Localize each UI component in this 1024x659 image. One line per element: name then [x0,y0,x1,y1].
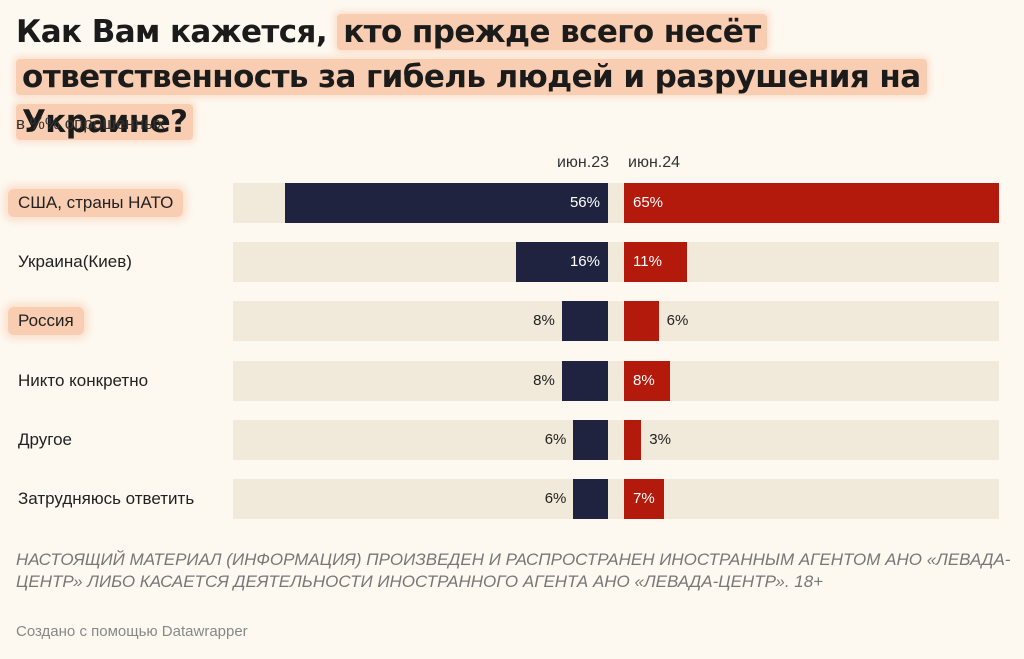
category-label-text: США, страны НАТО [8,189,184,217]
foreign-agent-disclaimer: НАСТОЯЩИЙ МАТЕРИАЛ (ИНФОРМАЦИЯ) ПРОИЗВЕД… [16,550,1011,591]
bar-jun24 [624,242,688,282]
bar-jun24 [624,361,671,401]
row-background [233,242,999,282]
category-label: Затрудняюсь ответить [0,479,233,519]
data-label-jun24: 11% [633,253,662,270]
category-label-text: Никто конкретно [18,371,149,390]
data-label-jun23: 8% [533,372,555,389]
data-label-jun24: 8% [633,372,655,389]
data-label-jun23: 6% [544,490,567,507]
bar-jun23 [561,361,608,401]
bar-jun23 [515,242,608,282]
series-header-jun24: июн.24 [628,154,681,171]
row-background [233,479,999,519]
bar-jun23 [284,183,608,223]
category-label: Никто конкретно [0,361,233,401]
bar-jun23 [573,479,608,519]
data-label-jun23: 56% [569,194,600,211]
data-label-jun23: 6% [544,431,567,448]
row-background [233,361,999,401]
category-label: Россия [0,301,233,341]
data-label-jun23: 16% [569,253,600,270]
data-label-jun24: 3% [649,431,671,448]
data-label-jun24: 65% [633,194,664,211]
category-label: Украина(Киев) [0,242,233,282]
bar-jun24 [624,420,642,460]
category-label: Другое [0,420,233,460]
category-label-text: Россия [8,307,84,335]
bar-jun24 [624,301,659,341]
category-label: США, страны НАТО [0,183,233,223]
chart-title: Как Вам кажется, кто прежде всего несёт … [16,10,1016,145]
title-plain: Как Вам кажется, [16,14,328,50]
category-label-text: Другое [18,430,73,449]
category-label-text: Украина(Киев) [18,252,132,271]
bar-jun23 [573,420,608,460]
datawrapper-credit: Создано с помощью Datawrapper [16,623,248,640]
data-label-jun24: 6% [666,312,689,329]
chart-subtitle: в %% опрошенных [16,114,165,133]
category-label-text: Затрудняюсь ответить [18,489,195,508]
row-background [233,301,999,341]
series-header-jun23: июн.23 [556,154,609,171]
bar-jun24 [624,183,999,223]
data-label-jun23: 8% [533,312,555,329]
row-background [233,420,999,460]
bar-jun23 [561,301,608,341]
data-label-jun24: 7% [633,490,655,507]
bar-jun24 [624,479,665,519]
